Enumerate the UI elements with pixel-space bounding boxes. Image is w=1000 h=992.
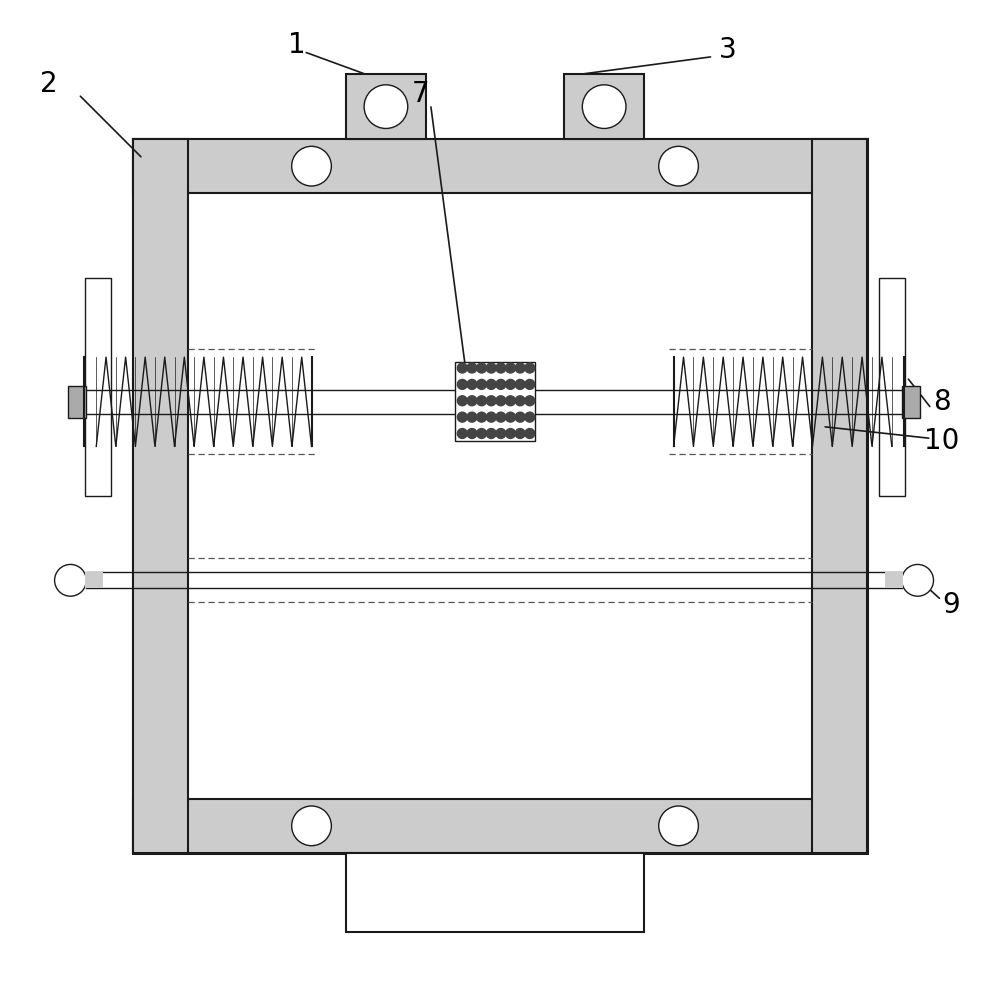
Circle shape (292, 806, 331, 845)
Bar (133, 139, 188, 853)
Bar (885, 572, 903, 588)
Circle shape (525, 413, 535, 423)
Text: 3: 3 (719, 36, 737, 63)
Text: 1: 1 (288, 31, 305, 59)
Circle shape (477, 379, 487, 390)
Bar (564, 74, 644, 139)
Bar (68, 386, 86, 418)
Bar (902, 386, 920, 418)
Circle shape (525, 396, 535, 406)
Circle shape (457, 429, 467, 438)
Circle shape (506, 413, 515, 423)
Circle shape (506, 379, 515, 390)
Circle shape (496, 396, 506, 406)
Circle shape (292, 146, 331, 186)
Circle shape (457, 379, 467, 390)
Circle shape (515, 429, 525, 438)
Text: 7: 7 (412, 80, 429, 108)
Circle shape (467, 429, 477, 438)
Circle shape (515, 363, 525, 373)
Circle shape (506, 429, 515, 438)
Circle shape (477, 396, 487, 406)
Circle shape (506, 363, 515, 373)
Bar (133, 139, 867, 853)
Circle shape (515, 396, 525, 406)
Circle shape (467, 379, 477, 390)
Circle shape (525, 363, 535, 373)
Circle shape (515, 379, 525, 390)
Circle shape (457, 396, 467, 406)
Circle shape (467, 396, 477, 406)
Circle shape (55, 564, 86, 596)
Bar (346, 853, 644, 932)
Text: 9: 9 (942, 591, 960, 619)
Circle shape (486, 429, 496, 438)
Bar (455, 362, 535, 441)
Circle shape (496, 413, 506, 423)
Text: 8: 8 (933, 388, 950, 416)
Circle shape (467, 363, 477, 373)
Bar (879, 278, 905, 496)
Circle shape (525, 429, 535, 438)
Circle shape (486, 379, 496, 390)
Bar (812, 139, 867, 853)
Circle shape (486, 413, 496, 423)
Circle shape (506, 396, 515, 406)
Circle shape (457, 363, 467, 373)
Bar (346, 74, 426, 139)
Circle shape (477, 429, 487, 438)
Circle shape (477, 413, 487, 423)
Circle shape (515, 413, 525, 423)
Bar (133, 799, 867, 853)
Bar (85, 572, 103, 588)
Circle shape (902, 564, 934, 596)
Bar (133, 139, 867, 193)
Circle shape (457, 413, 467, 423)
Circle shape (496, 429, 506, 438)
Circle shape (659, 806, 698, 845)
Circle shape (659, 146, 698, 186)
Circle shape (582, 84, 626, 128)
Circle shape (364, 84, 408, 128)
Circle shape (477, 363, 487, 373)
Circle shape (467, 413, 477, 423)
Circle shape (496, 379, 506, 390)
Text: 10: 10 (924, 428, 959, 455)
Bar (85, 278, 111, 496)
Circle shape (525, 379, 535, 390)
Circle shape (496, 363, 506, 373)
Circle shape (486, 363, 496, 373)
Circle shape (486, 396, 496, 406)
Text: 2: 2 (40, 70, 57, 98)
